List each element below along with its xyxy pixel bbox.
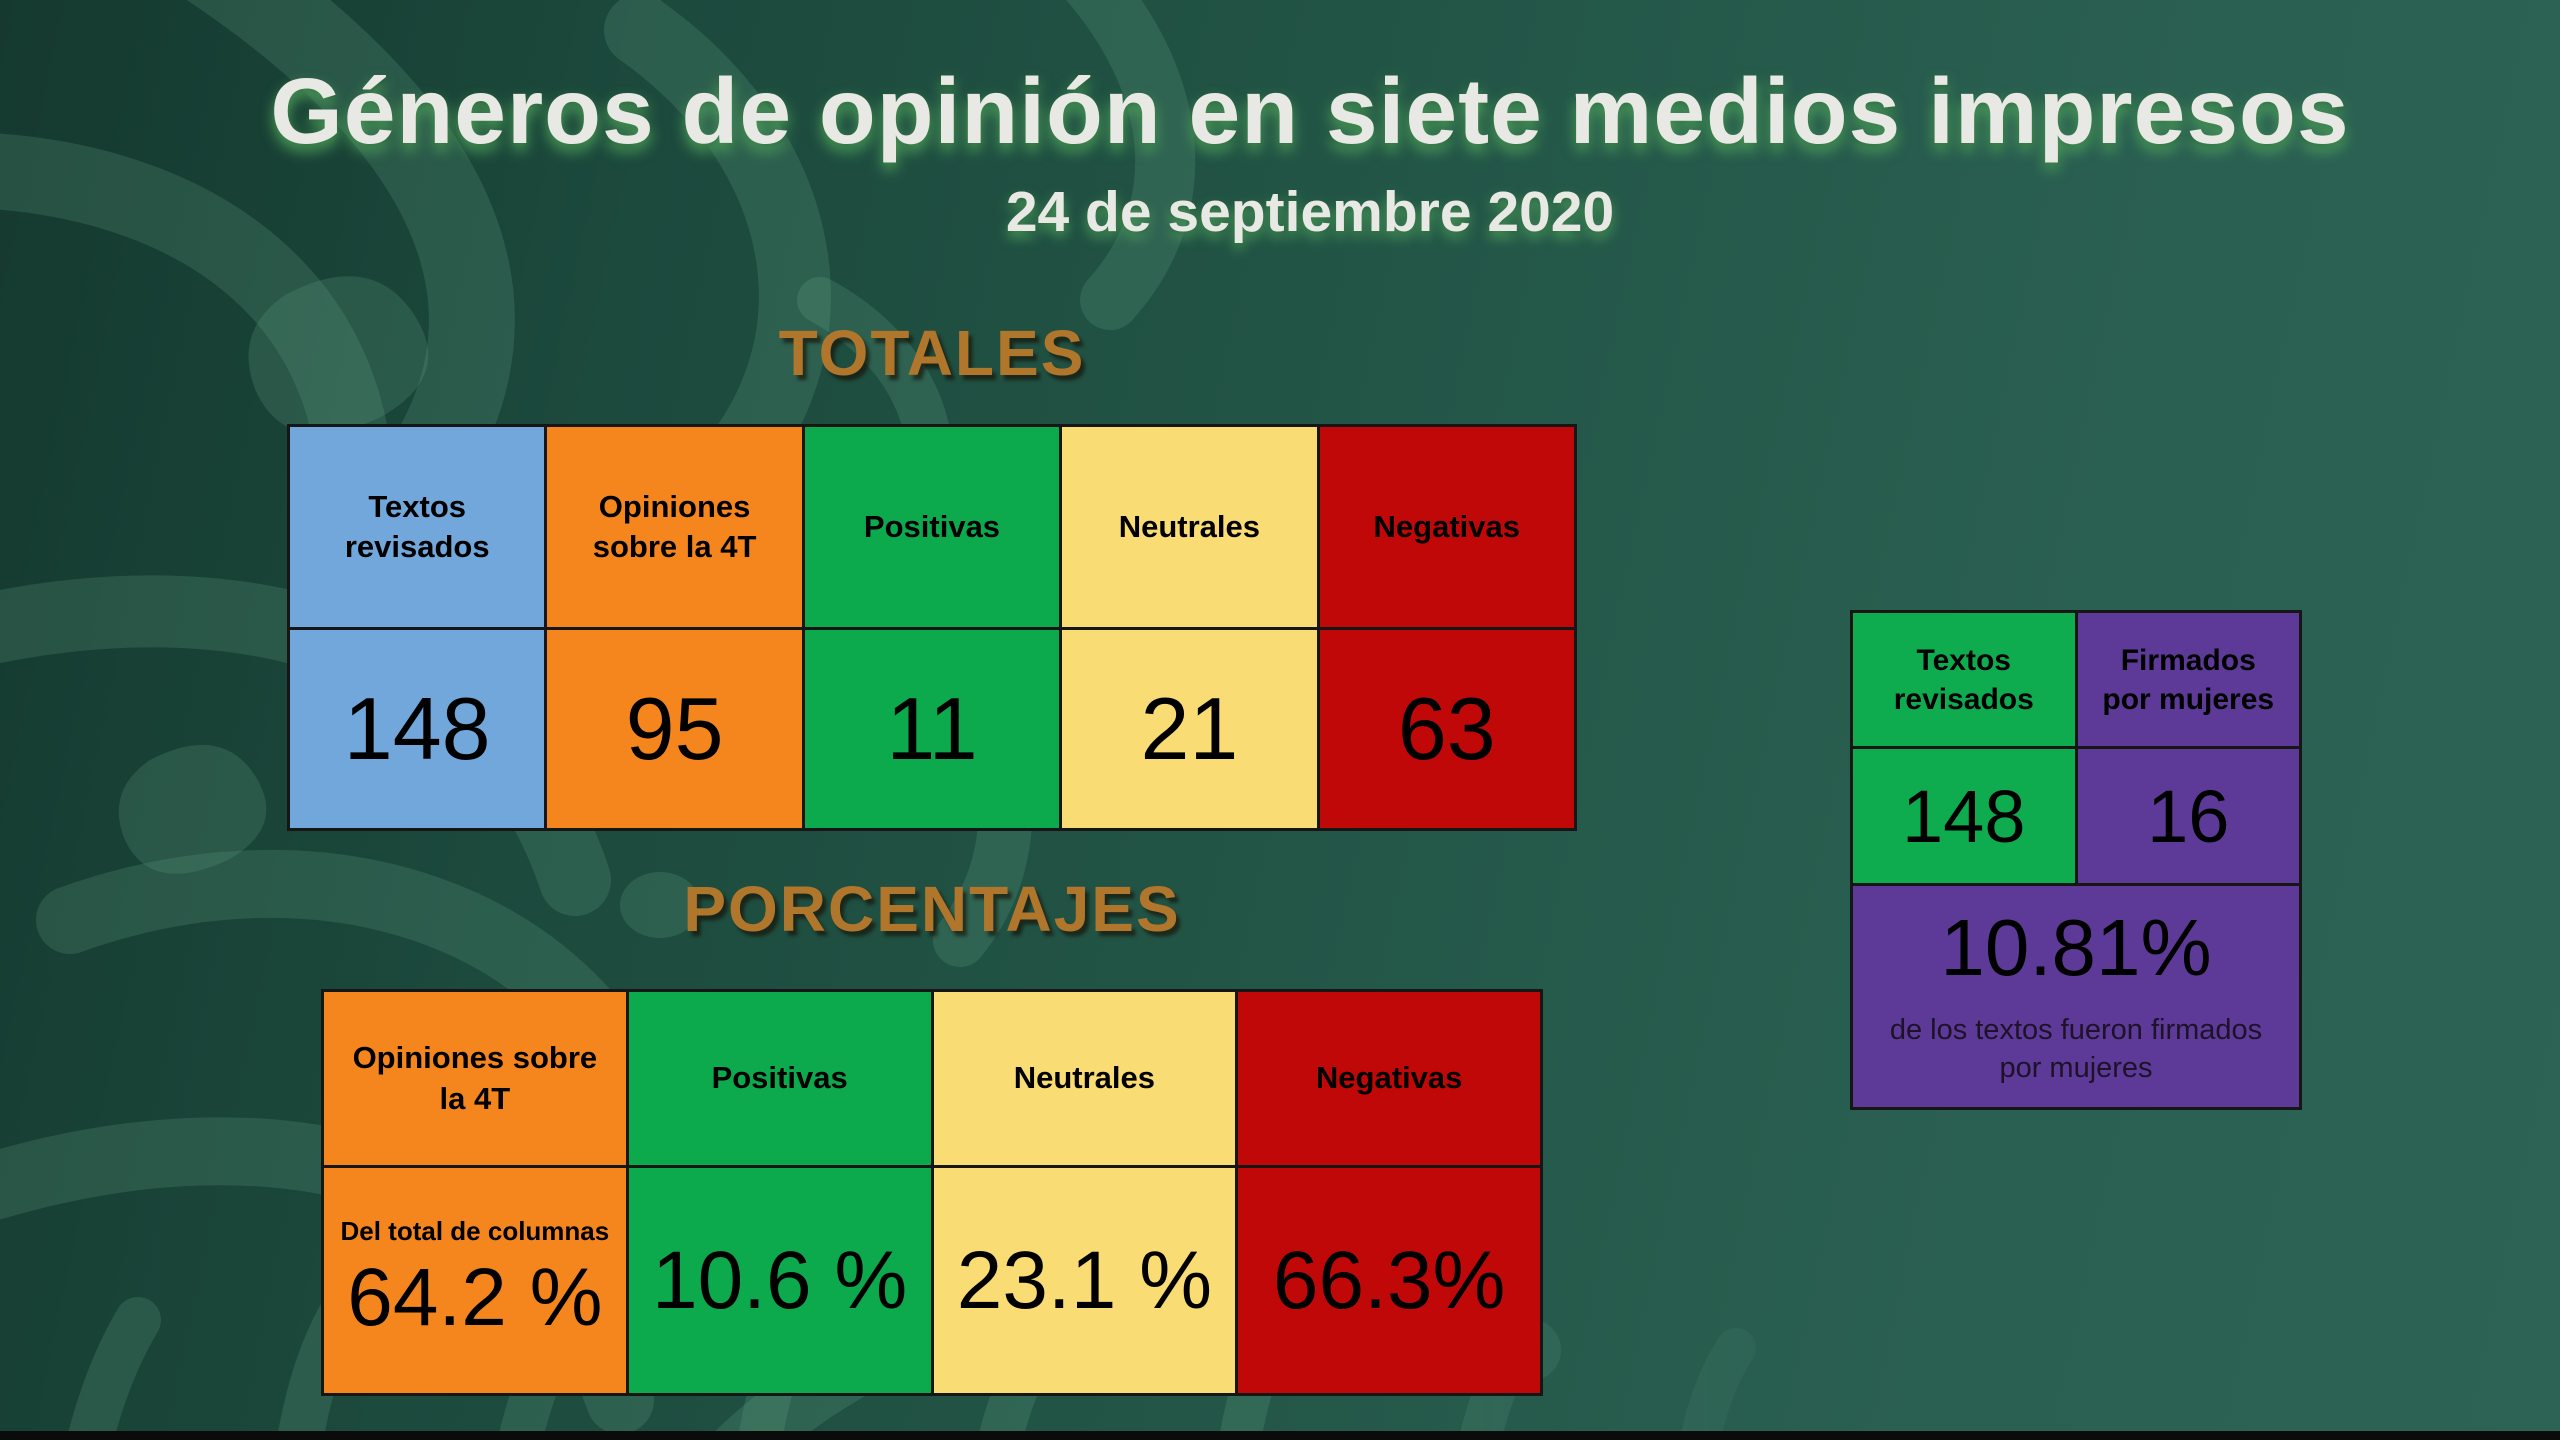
totales-header-label: Opiniones sobre la 4T: [592, 488, 757, 564]
totales-value-textos-revisados: 148: [290, 630, 545, 828]
mujeres-table: Textos revisados Firmados por mujeres 14…: [1850, 610, 2302, 1110]
porcentajes-header-neutrales: Neutrales: [933, 992, 1236, 1165]
porcentajes-value-neutrales: 23.1 %: [933, 1168, 1236, 1393]
totales-table: Textos revisados Opiniones sobre la 4T P…: [287, 424, 1577, 831]
totales-header-neutrales: Neutrales: [1062, 427, 1317, 627]
porcentajes-heading: PORCENTAJES: [683, 873, 1181, 945]
totales-header-opiniones-4t: Opiniones sobre la 4T: [547, 427, 802, 627]
bottom-black-bar: [0, 1431, 2560, 1440]
mujeres-value-firmados-por-mujeres: 16: [2077, 749, 2299, 883]
porcentajes-header-opiniones-4t: Opiniones sobre la 4T: [324, 992, 626, 1165]
page-title: Géneros de opinión en siete medios impre…: [270, 59, 2350, 163]
porcentajes-value-text: 64.2 %: [347, 1252, 603, 1343]
mujeres-summary-percent: 10.81%: [1940, 902, 2212, 992]
porcentajes-table: Opiniones sobre la 4T Positivas Neutrale…: [321, 989, 1543, 1396]
totales-header-label: Textos revisados: [344, 488, 490, 564]
totales-value-negativas: 63: [1319, 630, 1574, 828]
porcentajes-value-negativas: 66.3%: [1238, 1168, 1540, 1393]
porcentajes-header-label: Opiniones sobre la 4T: [352, 1040, 598, 1116]
porcentajes-value-opiniones-4t: Del total de columnas 64.2 %: [324, 1168, 626, 1393]
totales-header-negativas: Negativas: [1319, 427, 1574, 627]
totales-header-positivas: Positivas: [804, 427, 1060, 627]
porcentajes-header-label: Positivas: [711, 1060, 848, 1096]
mujeres-summary-caption: de los textos fueron firmados por mujere…: [1889, 1013, 2263, 1084]
mujeres-value-textos-revisados: 148: [1853, 749, 2075, 883]
totales-header-label: Negativas: [1373, 508, 1521, 544]
page-subtitle: 24 de septiembre 2020: [1005, 180, 1615, 244]
totales-heading: TOTALES: [778, 317, 1086, 389]
totales-value-opiniones-4t: 95: [547, 630, 802, 828]
totales-header-label: Neutrales: [1118, 508, 1261, 544]
porcentajes-header-label: Neutrales: [1013, 1060, 1156, 1096]
mujeres-summary-cell: 10.81% de los textos fueron firmados por…: [1853, 886, 2299, 1107]
porcentajes-header-positivas: Positivas: [628, 992, 931, 1165]
totales-header-textos-revisados: Textos revisados: [290, 427, 545, 627]
totales-value-neutrales: 21: [1062, 630, 1317, 828]
title-block: Géneros de opinión en siete medios impre…: [60, 58, 2560, 245]
mujeres-header-firmados-por-mujeres: Firmados por mujeres: [2077, 613, 2299, 746]
mujeres-header-label: Firmados por mujeres: [2102, 643, 2275, 716]
porcentajes-header-label: Negativas: [1315, 1060, 1463, 1096]
mujeres-header-label: Textos revisados: [1893, 643, 2034, 716]
totales-header-label: Positivas: [863, 508, 1001, 544]
porcentajes-note: Del total de columnas: [340, 1216, 610, 1246]
porcentajes-value-positivas: 10.6 %: [628, 1168, 931, 1393]
totales-value-positivas: 11: [804, 630, 1060, 828]
mujeres-header-textos-revisados: Textos revisados: [1853, 613, 2075, 746]
porcentajes-header-negativas: Negativas: [1238, 992, 1540, 1165]
